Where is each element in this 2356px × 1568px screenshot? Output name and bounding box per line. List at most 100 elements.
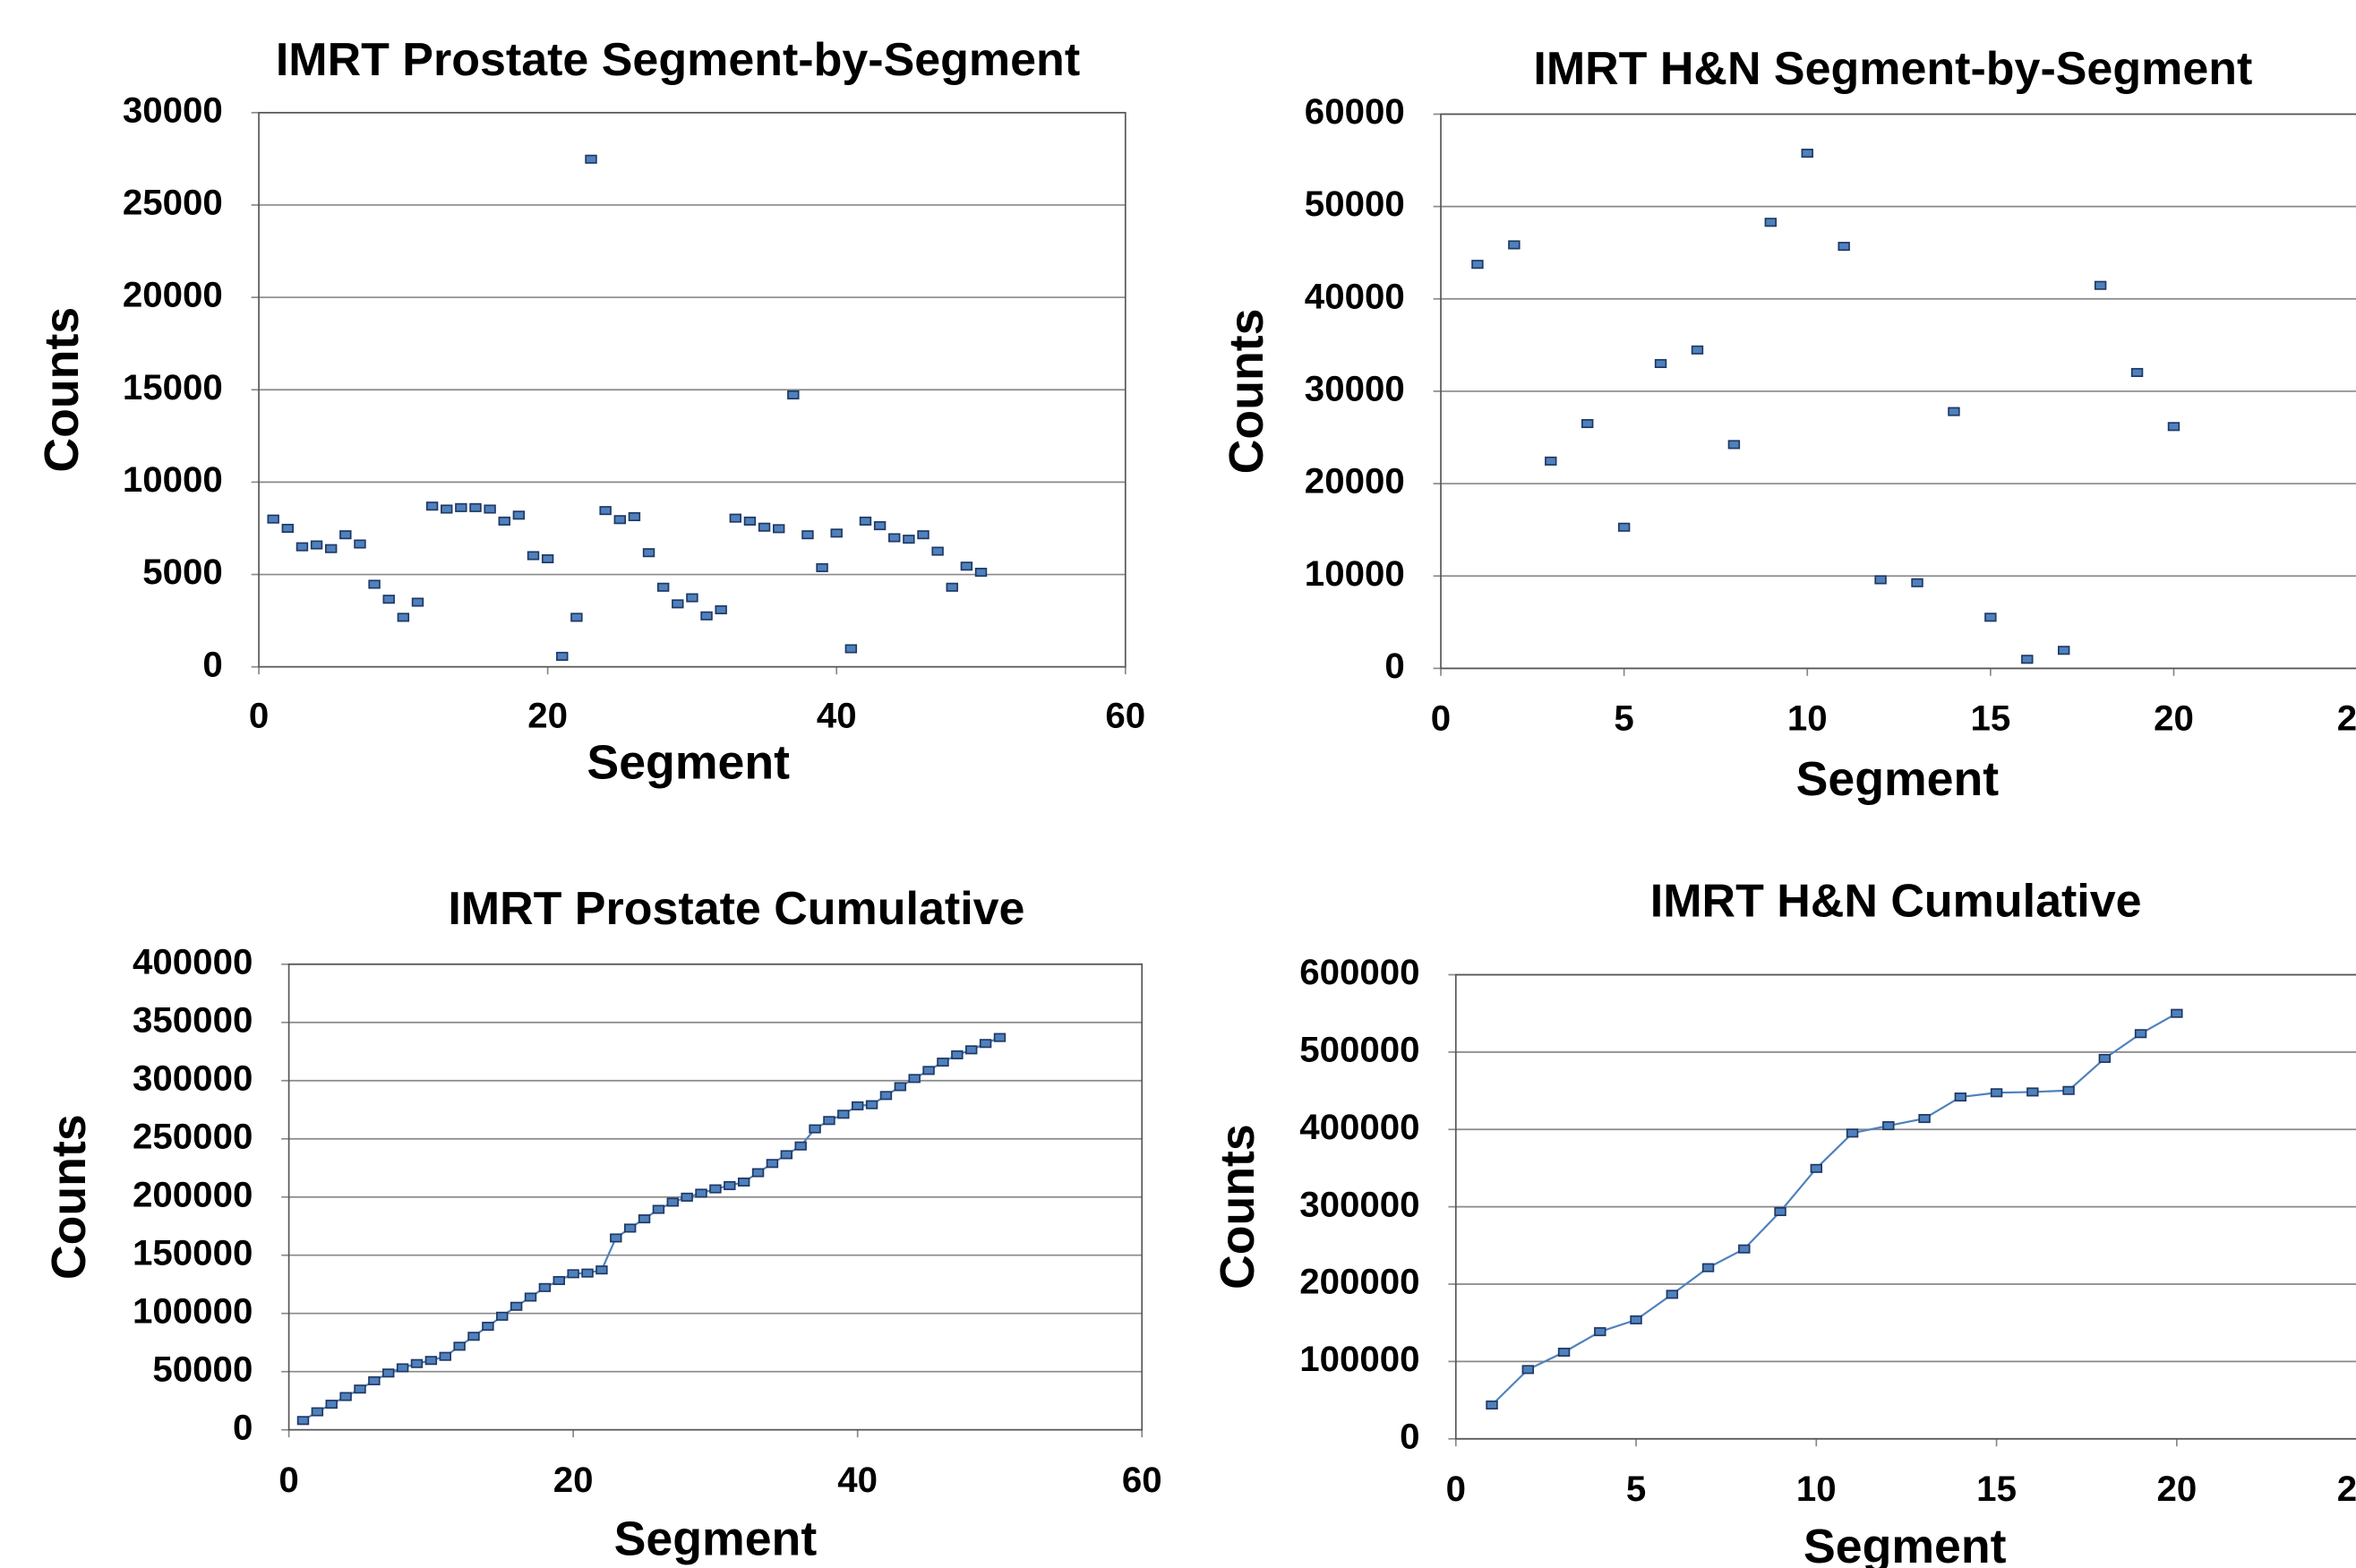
y-tick-label: 50000 [152, 1349, 253, 1389]
data-point [424, 1356, 438, 1366]
data-point [2094, 280, 2107, 290]
x-tick-label: 0 [1446, 1469, 1466, 1509]
y-tick-label: 250000 [133, 1116, 253, 1156]
data-point [2098, 1053, 2112, 1063]
x-tick-label: 0 [1431, 698, 1451, 739]
data-point [1594, 1327, 1606, 1337]
data-point [1557, 1347, 1571, 1358]
y-tick-label: 100000 [1299, 1339, 1419, 1379]
data-point [1774, 1206, 1786, 1217]
y-tick-label: 20000 [123, 275, 223, 315]
chart-panel: IMRT Prostate Cumulative Counts Segment 0 50… [42, 883, 1161, 1566]
data-point [610, 1233, 622, 1243]
chart-title: IMRT H&N Cumulative [1650, 875, 2142, 927]
x-tick-label: 10 [1787, 698, 1828, 739]
data-point [965, 1045, 978, 1055]
plot-frame [1454, 973, 2356, 1440]
y-tick-label: 400000 [133, 941, 253, 981]
data-point [652, 1204, 665, 1214]
data-point [1727, 440, 1741, 450]
y-tick-label: 500000 [1299, 1030, 1419, 1070]
data-point [951, 1050, 964, 1059]
data-point [524, 1292, 537, 1302]
y-tick-label: 30000 [1305, 369, 1405, 409]
y-tick-label: 15000 [123, 367, 223, 407]
data-point [527, 551, 540, 561]
x-tick-label: 5 [1614, 698, 1633, 739]
plot-frame [287, 963, 1144, 1431]
data-point [410, 1358, 424, 1368]
x-axis-label: Segment [614, 1512, 818, 1566]
chart-panel: IMRT H&N Cumulative Counts Segment 0 100000 2… [1211, 875, 2356, 1568]
data-point [2026, 1087, 2039, 1097]
data-point [354, 539, 366, 549]
data-point [496, 1311, 509, 1321]
data-point [917, 530, 930, 540]
data-point [311, 1407, 324, 1417]
data-point [1691, 345, 1704, 355]
data-point [1990, 1088, 2003, 1098]
data-point [2021, 655, 2034, 664]
data-point [623, 1223, 637, 1233]
data-point [666, 1197, 679, 1207]
data-point [553, 1275, 565, 1286]
data-point [1508, 240, 1521, 250]
y-tick-label: 200000 [133, 1174, 253, 1214]
data-point [2134, 1029, 2147, 1039]
data-point [397, 613, 410, 622]
y-tick-label: 350000 [133, 999, 253, 1040]
data-point [686, 593, 698, 603]
x-tick-label: 0 [278, 1460, 298, 1500]
data-point [700, 611, 713, 621]
data-point [339, 530, 352, 540]
data-point [865, 1100, 878, 1110]
y-tick-label: 60000 [1305, 91, 1405, 132]
data-point [595, 1265, 608, 1275]
y-tick-label: 0 [1384, 646, 1404, 686]
data-point [453, 1341, 466, 1351]
data-point [541, 553, 554, 564]
data-point [510, 1301, 523, 1311]
data-point [638, 1214, 651, 1224]
data-point [787, 390, 800, 400]
data-line [302, 1036, 1000, 1422]
x-tick-label: 20 [553, 1460, 594, 1500]
data-point [837, 1110, 850, 1119]
x-axis-label: Segment [1796, 752, 2000, 806]
x-tick-label: 0 [249, 695, 269, 735]
y-axis-label: Counts [42, 1114, 96, 1280]
data-point [922, 1066, 935, 1075]
x-tick-label: 25 [2337, 1469, 2356, 1509]
data-point [1617, 522, 1631, 532]
data-point [469, 502, 482, 512]
plot-frame [258, 111, 1127, 668]
data-point [1954, 1092, 1967, 1102]
data-point [1666, 1290, 1679, 1299]
data-point [382, 595, 395, 604]
chart-title: IMRT Prostate Cumulative [448, 883, 1024, 935]
data-point [339, 1392, 352, 1401]
data-point [324, 544, 338, 553]
data-point [974, 568, 988, 578]
data-point [1918, 1114, 1931, 1124]
data-point [709, 1184, 722, 1194]
data-point [681, 1192, 693, 1202]
x-tick-label: 20 [527, 695, 568, 735]
data-point [310, 540, 323, 550]
data-point [809, 1124, 821, 1134]
data-point [1764, 218, 1778, 227]
y-tick-label: 0 [1400, 1416, 1419, 1456]
data-point [296, 1416, 310, 1426]
data-point [613, 515, 626, 525]
data-point [715, 604, 727, 614]
data-point [816, 562, 828, 572]
y-tick-label: 25000 [123, 183, 223, 223]
data-point [1471, 260, 1484, 270]
data-point [482, 1322, 494, 1332]
data-point [724, 1180, 736, 1191]
data-point [467, 1332, 480, 1341]
data-point [1545, 456, 1557, 466]
data-point [498, 516, 510, 526]
data-point [672, 599, 684, 609]
x-tick-label: 20 [2154, 698, 2194, 739]
